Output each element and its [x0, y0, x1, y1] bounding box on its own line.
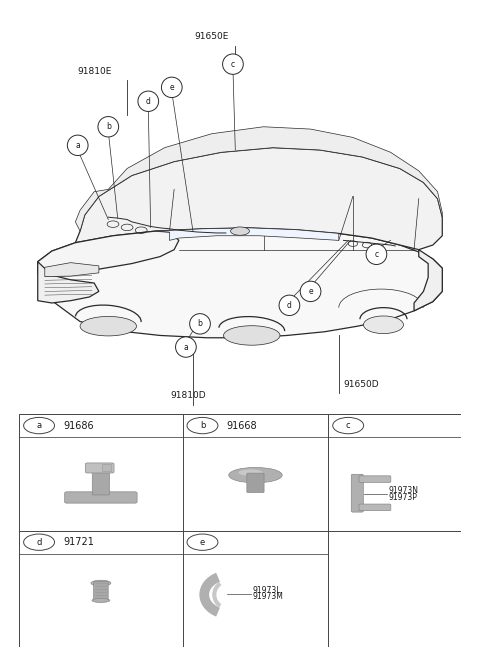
Text: 91973L: 91973L — [252, 585, 281, 595]
Text: c: c — [231, 60, 235, 68]
Circle shape — [138, 91, 158, 112]
Circle shape — [24, 417, 55, 434]
FancyBboxPatch shape — [247, 473, 264, 493]
Polygon shape — [75, 127, 442, 231]
Circle shape — [67, 135, 88, 156]
Text: 91973P: 91973P — [388, 493, 417, 503]
Ellipse shape — [230, 227, 250, 235]
Text: 91810D: 91810D — [170, 392, 206, 400]
Text: c: c — [346, 421, 350, 430]
Circle shape — [300, 281, 321, 302]
Circle shape — [161, 77, 182, 97]
Text: 91973M: 91973M — [252, 593, 283, 602]
Circle shape — [98, 116, 119, 137]
Text: d: d — [287, 301, 292, 310]
Polygon shape — [75, 148, 442, 250]
Text: 91721: 91721 — [63, 537, 94, 547]
Polygon shape — [414, 250, 442, 311]
FancyBboxPatch shape — [85, 463, 114, 473]
Text: e: e — [169, 83, 174, 92]
Polygon shape — [156, 228, 339, 240]
Ellipse shape — [224, 326, 280, 345]
Ellipse shape — [239, 469, 263, 476]
FancyBboxPatch shape — [359, 476, 391, 482]
Text: 91973N: 91973N — [388, 486, 419, 495]
Text: c: c — [374, 250, 378, 259]
Text: b: b — [106, 122, 111, 131]
Text: a: a — [183, 342, 188, 351]
Circle shape — [366, 244, 387, 265]
Circle shape — [333, 417, 364, 434]
Circle shape — [223, 54, 243, 74]
Circle shape — [176, 337, 196, 357]
Polygon shape — [38, 231, 179, 275]
Text: e: e — [200, 537, 205, 547]
Text: e: e — [308, 287, 313, 296]
Text: d: d — [146, 97, 151, 106]
Text: 91686: 91686 — [63, 420, 94, 430]
Ellipse shape — [92, 599, 110, 602]
Text: 91668: 91668 — [227, 420, 257, 430]
FancyBboxPatch shape — [94, 581, 108, 600]
Text: 91650D: 91650D — [344, 380, 379, 389]
Text: a: a — [36, 421, 42, 430]
Circle shape — [187, 534, 218, 551]
FancyBboxPatch shape — [65, 492, 137, 503]
Text: 91650E: 91650E — [194, 32, 229, 41]
Circle shape — [24, 534, 55, 551]
Ellipse shape — [91, 580, 111, 586]
Text: b: b — [198, 319, 203, 328]
Circle shape — [190, 313, 210, 334]
Circle shape — [187, 417, 218, 434]
Polygon shape — [38, 261, 99, 303]
Ellipse shape — [363, 316, 404, 334]
Ellipse shape — [80, 317, 136, 336]
Polygon shape — [38, 228, 442, 338]
Circle shape — [279, 295, 300, 315]
FancyBboxPatch shape — [102, 464, 111, 472]
Text: 91810E: 91810E — [77, 66, 111, 76]
FancyBboxPatch shape — [92, 470, 109, 495]
Ellipse shape — [229, 467, 282, 483]
Text: d: d — [36, 537, 42, 547]
Polygon shape — [45, 263, 99, 277]
Text: b: b — [200, 421, 205, 430]
Text: a: a — [75, 141, 80, 150]
FancyBboxPatch shape — [351, 474, 363, 512]
FancyBboxPatch shape — [359, 504, 391, 510]
